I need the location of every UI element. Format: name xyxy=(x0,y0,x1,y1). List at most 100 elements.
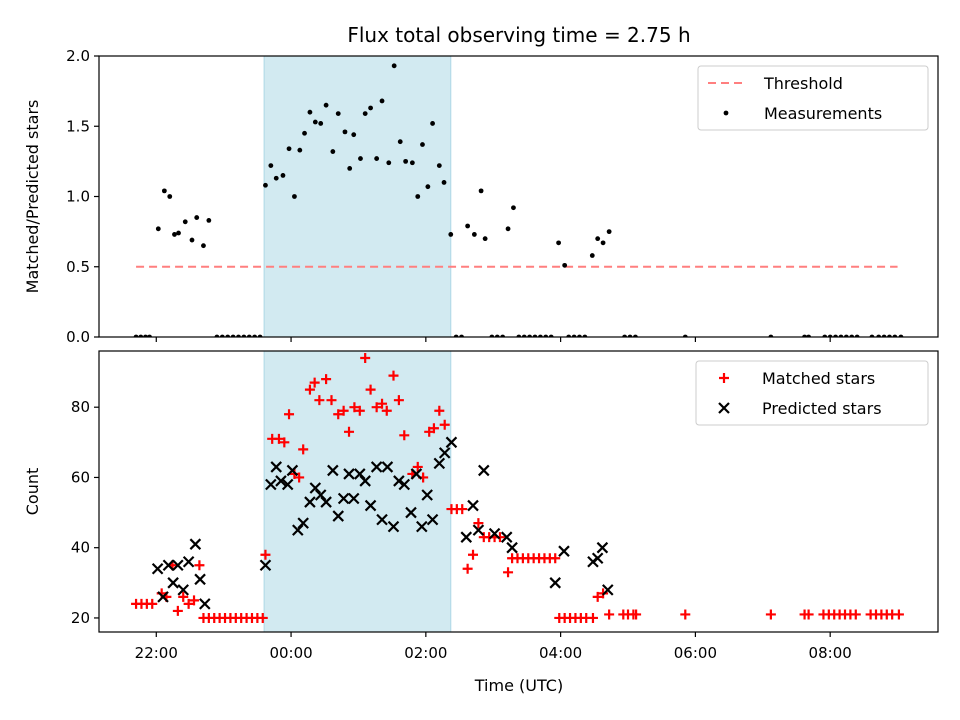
matched-stars-point xyxy=(298,444,309,455)
predicted-stars-point xyxy=(182,555,195,568)
measurements-point xyxy=(167,194,173,199)
matched-stars-point xyxy=(388,370,399,381)
bottom-panel: 22:00 00:00 02:00 04:00 06:00 08:00 20 40 60 80 Co… xyxy=(23,350,939,662)
predicted-stars-point xyxy=(478,464,490,477)
matched-stars-point xyxy=(309,377,320,388)
legend: Matched stars Predicted stars xyxy=(695,360,929,426)
measurements-point xyxy=(556,240,561,246)
measurements-point xyxy=(268,163,274,168)
legend-key-predicted-stars xyxy=(718,402,730,414)
x-tick-label: 08:00 xyxy=(809,644,852,662)
measurements-point xyxy=(471,232,477,237)
measurements-point xyxy=(323,102,329,108)
measurements-point xyxy=(263,182,268,188)
legend-key-measurements xyxy=(723,110,729,116)
measurements-point xyxy=(600,240,606,246)
matched-stars-point xyxy=(377,398,388,409)
legend-label: Threshold xyxy=(763,74,843,93)
matched-stars-point xyxy=(473,518,484,529)
matched-stars-point xyxy=(434,405,445,416)
predicted-stars-point xyxy=(364,499,377,512)
matched-stars-point xyxy=(257,612,268,623)
predicted-stars-point xyxy=(177,584,190,596)
measurements-point xyxy=(292,194,297,199)
y-tick-label: 80 xyxy=(71,398,90,416)
measurements-point xyxy=(194,215,200,220)
matched-stars-point xyxy=(765,609,776,620)
predicted-stars-point xyxy=(602,584,614,596)
matched-stars-point xyxy=(354,405,365,416)
measurements-point xyxy=(330,149,336,154)
predicted-stars-point xyxy=(343,468,355,480)
predicted-stars-point xyxy=(314,489,327,501)
measurements-point xyxy=(312,119,318,125)
measurements-point xyxy=(342,129,348,135)
y-tick-label: 1.5 xyxy=(66,117,90,135)
measurements-point xyxy=(368,105,373,111)
measurements-point xyxy=(397,139,403,145)
predicted-stars-point xyxy=(488,527,501,540)
predicted-stars-point xyxy=(460,531,473,543)
predicted-stars-point xyxy=(410,468,423,480)
predicted-stars-point xyxy=(265,478,277,491)
x-tick-label: 04:00 xyxy=(539,644,582,662)
matched-stars-point xyxy=(294,472,305,483)
measurements-point xyxy=(176,230,181,236)
predicted-stars-point xyxy=(281,478,294,491)
measurements-point xyxy=(403,158,409,164)
matched-stars-point xyxy=(273,433,284,444)
x-tick-label: 22:00 xyxy=(135,644,178,662)
predicted-stars-point xyxy=(421,489,433,501)
predicted-stars-point xyxy=(320,496,332,508)
legend: Threshold Measurements xyxy=(697,65,929,131)
predicted-stars-point xyxy=(275,475,287,487)
matched-stars-point xyxy=(172,605,183,616)
matched-stars-point xyxy=(803,609,814,620)
measurements-point xyxy=(430,121,435,126)
predicted-stars-point xyxy=(416,520,428,533)
measurements-point xyxy=(347,166,353,171)
matched-stars-point xyxy=(365,384,376,395)
measurements-point xyxy=(335,111,341,117)
predicted-stars-point xyxy=(596,541,609,554)
measurements-point xyxy=(391,63,397,69)
matched-stars-point xyxy=(314,395,325,406)
measurements-point xyxy=(436,163,442,168)
matched-stars-point xyxy=(393,395,404,406)
y-axis-label: Count xyxy=(23,468,42,516)
x-tick-label: 00:00 xyxy=(269,644,312,662)
measurements-point xyxy=(505,226,511,232)
matched-stars-point xyxy=(371,402,382,413)
predicted-stars-point xyxy=(286,464,299,477)
measurements-point xyxy=(386,160,392,166)
predicted-stars-point xyxy=(167,577,179,589)
measurements-point xyxy=(415,194,421,199)
measurements-point xyxy=(379,98,385,104)
predicted-stars-point xyxy=(332,510,345,522)
data-points xyxy=(131,353,904,623)
legend-label: Matched stars xyxy=(762,369,875,388)
predicted-stars-point xyxy=(194,573,206,586)
y-tick-label: 20 xyxy=(71,609,90,627)
y-tick-label: 40 xyxy=(71,539,90,557)
matched-stars-point xyxy=(604,609,615,620)
matched-stars-point xyxy=(503,567,514,578)
measurements-point xyxy=(606,229,612,235)
legend-key-matched-stars xyxy=(719,373,729,383)
matched-stars-point xyxy=(462,563,473,574)
matched-stars-point xyxy=(178,591,189,602)
matched-stars-point xyxy=(279,437,290,448)
predicted-stars-point xyxy=(292,524,304,536)
top-panel: 0.0 0.5 1.0 1.5 2.0 Matched/Predicted stars Th… xyxy=(23,47,939,346)
predicted-stars-point xyxy=(259,559,272,572)
matched-stars-point xyxy=(428,423,439,434)
predicted-stars-point xyxy=(354,468,366,480)
predicted-stars-point xyxy=(387,520,400,533)
measurements-point xyxy=(297,147,303,153)
legend-box xyxy=(695,360,929,426)
predicted-stars-point xyxy=(309,482,322,494)
y-tick-label: 60 xyxy=(71,468,90,486)
measurements-point xyxy=(562,262,568,268)
matched-stars-point xyxy=(587,612,598,623)
